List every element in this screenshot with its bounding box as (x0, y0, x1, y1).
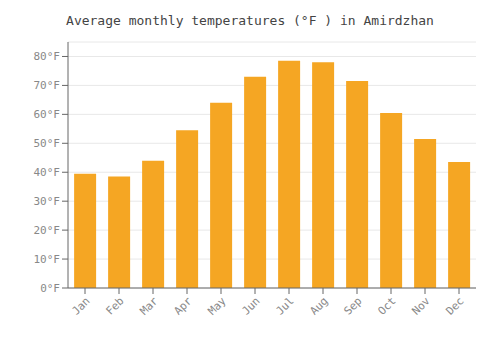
svg-text:30°F: 30°F (34, 195, 61, 208)
svg-text:70°F: 70°F (34, 79, 61, 92)
svg-text:May: May (205, 294, 229, 318)
svg-text:0°F: 0°F (40, 282, 60, 295)
svg-text:Jul: Jul (273, 294, 296, 317)
svg-text:Dec: Dec (443, 294, 466, 317)
svg-text:20°F: 20°F (34, 224, 61, 237)
svg-text:60°F: 60°F (34, 108, 61, 121)
svg-text:10°F: 10°F (34, 253, 61, 266)
svg-text:Sep: Sep (341, 294, 364, 317)
svg-text:50°F: 50°F (34, 137, 61, 150)
svg-text:Feb: Feb (103, 294, 126, 317)
html-text:Average monthly temperatures (: Average monthly temperatures (°F ) in Am… (66, 13, 434, 28)
svg-text:Jun: Jun (239, 294, 262, 317)
svg-text:Nov: Nov (409, 294, 433, 318)
svg-text:80°F: 80°F (34, 50, 61, 63)
svg-text:40°F: 40°F (34, 166, 61, 179)
svg-text:Mar: Mar (137, 294, 161, 318)
svg-text:Oct: Oct (375, 294, 398, 317)
svg-text:Apr: Apr (171, 294, 195, 318)
svg-text:Aug: Aug (307, 294, 330, 317)
svg-text:Jan: Jan (69, 294, 92, 317)
